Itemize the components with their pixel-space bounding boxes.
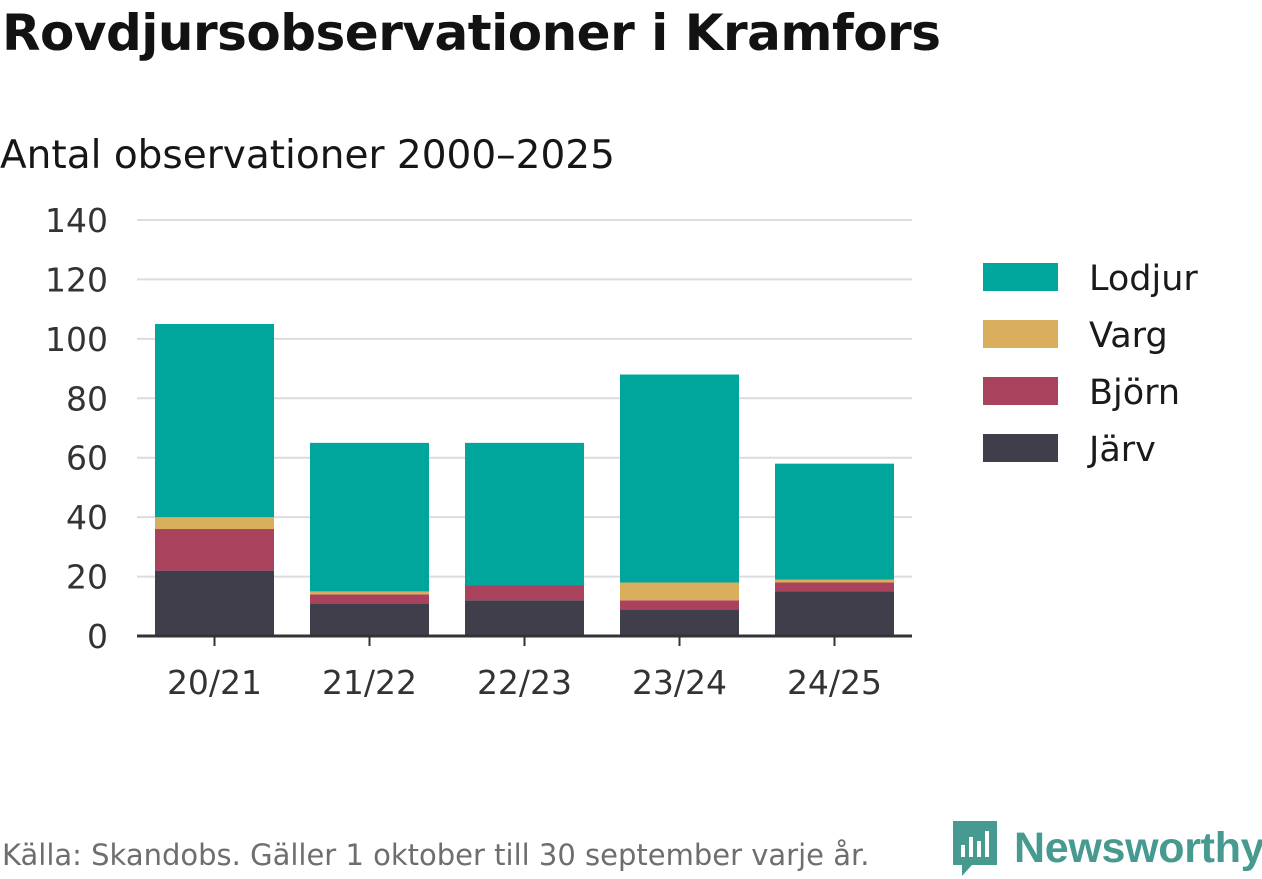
- bar-varg-20-21: [155, 517, 274, 530]
- axes: 0 20 40 60 80 100 120 140 20/21 21/22 22/23 23/24 24…: [45, 201, 912, 702]
- y-tick-label: 120: [45, 260, 108, 299]
- bar-lodjur-20-21: [155, 324, 274, 518]
- bar-jrv-24-25: [775, 591, 894, 636]
- bar-bjrn-22-23: [465, 585, 584, 601]
- brand-name: Newsworthy: [1014, 823, 1262, 872]
- y-tick-label: 80: [66, 379, 108, 418]
- bar-varg-24-25: [775, 579, 894, 583]
- bar-varg-21-22: [310, 591, 429, 595]
- newsworthy-logo-icon: [953, 821, 997, 876]
- legend-label: Varg: [1089, 316, 1168, 356]
- y-tick-label: 60: [66, 439, 108, 478]
- bar-bjrn-20-21: [155, 529, 274, 571]
- legend-swatch-varg: [983, 320, 1058, 348]
- newsworthy-logo: Newsworthy: [950, 818, 1262, 878]
- y-tick-label: 140: [45, 201, 108, 240]
- bar-jrv-22-23: [465, 600, 584, 636]
- legend-swatch-bjrn: [983, 377, 1058, 405]
- bar-jrv-23-24: [620, 609, 739, 636]
- bar-lodjur-22-23: [465, 442, 584, 586]
- bar-bjrn-24-25: [775, 582, 894, 592]
- bar-jrv-20-21: [155, 570, 274, 636]
- bar-lodjur-21-22: [310, 442, 429, 592]
- x-tick-label: 22/23: [477, 663, 572, 702]
- legend-label: Björn: [1089, 373, 1180, 413]
- source-note: Källa: Skandobs. Gäller 1 oktober till 3…: [2, 838, 870, 872]
- bar-bjrn-21-22: [310, 594, 429, 604]
- stacked-bar-chart: 0 20 40 60 80 100 120 140 20/21 21/22 22/23 23/24 24…: [45, 201, 1198, 702]
- chart-title: Rovdjursobservationer i Kramfors: [2, 4, 941, 62]
- legend: Lodjur Varg Björn Järv: [983, 259, 1198, 470]
- bar-jrv-21-22: [310, 603, 429, 636]
- bar-varg-23-24: [620, 582, 739, 601]
- x-tick-label: 21/22: [322, 663, 417, 702]
- bars: [155, 324, 894, 636]
- y-tick-label: 100: [45, 320, 108, 359]
- y-tick-label: 40: [66, 498, 108, 537]
- chart-subtitle: Antal observationer 2000–2025: [0, 133, 615, 178]
- x-tick-label: 23/24: [632, 663, 727, 702]
- legend-label: Lodjur: [1089, 259, 1198, 299]
- x-tick-label: 20/21: [167, 663, 262, 702]
- legend-swatch-lodjur: [983, 263, 1058, 291]
- y-tick-label: 0: [87, 617, 108, 656]
- y-tick-label: 20: [66, 558, 108, 597]
- legend-label: Järv: [1087, 430, 1156, 470]
- legend-swatch-jrv: [983, 434, 1058, 462]
- bar-lodjur-24-25: [775, 463, 894, 580]
- x-tick-label: 24/25: [787, 663, 882, 702]
- bar-lodjur-23-24: [620, 374, 739, 583]
- bar-bjrn-23-24: [620, 600, 739, 610]
